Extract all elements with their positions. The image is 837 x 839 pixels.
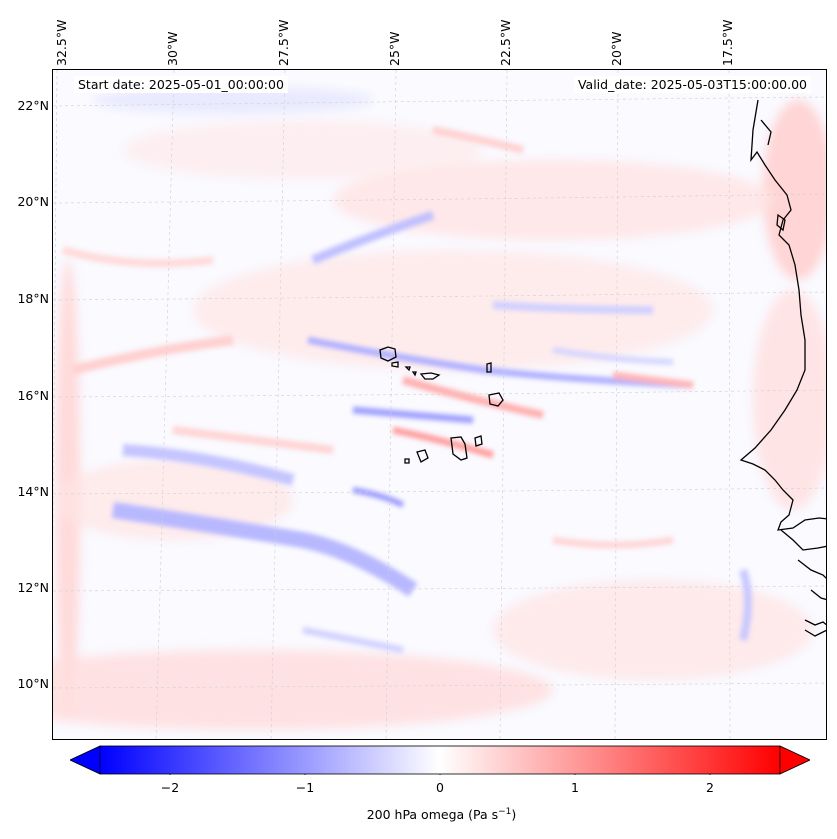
lon-label-17-5w: 17.5°W (720, 19, 735, 66)
lat-label-20n: 20°N (17, 194, 49, 209)
lon-label-27-5w: 27.5°W (276, 19, 291, 66)
lat-label-14n: 14°N (17, 484, 49, 499)
coastlines (379, 99, 826, 637)
omega-field-broad (53, 86, 826, 730)
colorbar-label-end: ) (511, 807, 517, 823)
lon-label-25w: 25°W (387, 31, 402, 66)
lat-label-16n: 16°N (17, 388, 49, 403)
lon-label-20w: 20°W (609, 31, 624, 66)
colorbar-gradient (99, 745, 781, 775)
lat-label-10n: 10°N (17, 676, 49, 691)
map-frame (52, 69, 827, 740)
lon-label-32-5w: 32.5°W (54, 19, 69, 66)
colorbar-graphic (69, 745, 811, 778)
colorbar-tick-neg2: −2 (160, 780, 180, 795)
map-gridlines (53, 70, 826, 739)
colorbar-label-main: 200 hPa omega (Pa s (366, 807, 499, 823)
colorbar-extend-low (69, 745, 101, 775)
colorbar-tick-0: 0 (436, 780, 444, 795)
colorbar-label-exponent: −1 (498, 807, 512, 817)
colorbar-label: 200 hPa omega (Pa s−1) (0, 807, 837, 822)
omega-field-bands (61, 126, 752, 654)
colorbar-tick-2: 2 (706, 780, 714, 795)
valid-date-label: Valid_date: 2025-05-03T15:00:00.00 (573, 76, 811, 93)
lon-label-30w: 30°W (165, 31, 180, 66)
lat-label-18n: 18°N (17, 291, 49, 306)
colorbar-tick-1: 1 (571, 780, 579, 795)
colorbar (69, 745, 811, 778)
lon-label-22-5w: 22.5°W (498, 19, 513, 66)
start-date-label: Start date: 2025-05-01_00:00:00 (74, 76, 288, 93)
lat-label-22n: 22°N (17, 98, 49, 113)
colorbar-extend-high (779, 745, 811, 775)
colorbar-tick-neg1: −1 (295, 780, 315, 795)
lat-label-12n: 12°N (17, 580, 49, 595)
omega-field-map (53, 70, 826, 739)
